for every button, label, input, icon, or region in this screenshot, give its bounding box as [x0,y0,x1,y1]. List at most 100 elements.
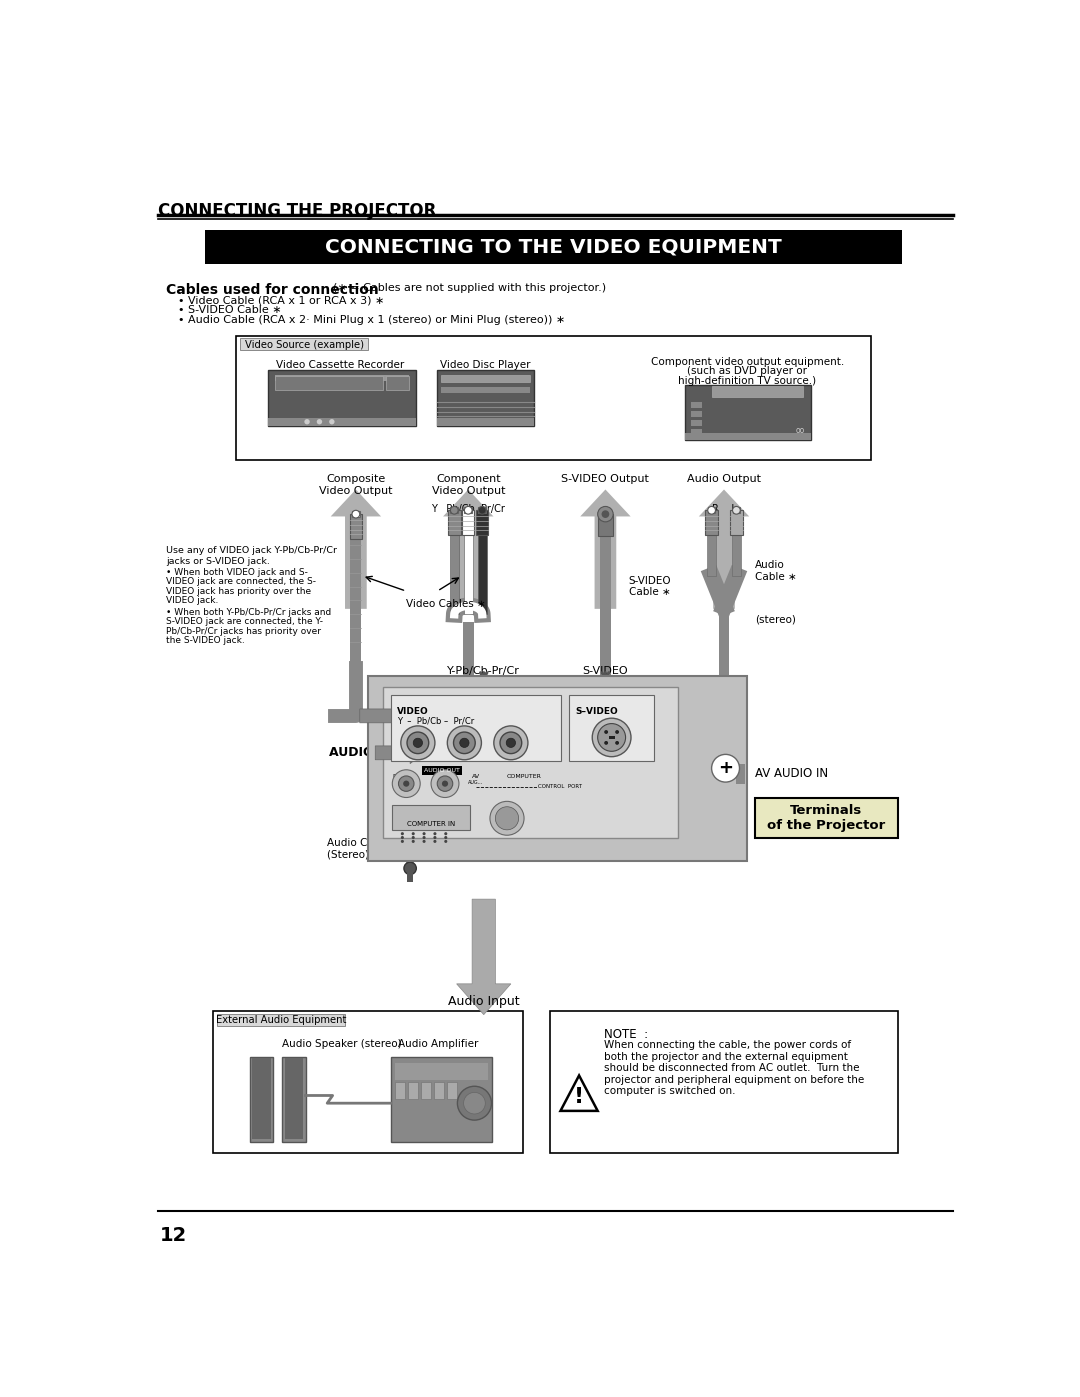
Bar [441,374,530,383]
Text: (∗ = Cables are not supplied with this projector.): (∗ = Cables are not supplied with this p… [333,284,606,293]
Circle shape [616,731,619,733]
Circle shape [433,840,436,842]
Text: Terminals
of the Projector: Terminals of the Projector [767,803,886,831]
Circle shape [732,507,740,514]
Text: AUDIO OUT: AUDIO OUT [424,768,460,773]
Circle shape [602,510,609,518]
Circle shape [478,507,486,514]
Bar [394,1083,405,1099]
Bar [705,510,718,535]
Bar [735,764,745,784]
Text: 12: 12 [160,1227,187,1245]
Circle shape [450,507,458,514]
Text: AV: AV [472,774,481,778]
Circle shape [305,419,310,425]
Circle shape [401,840,404,842]
Bar [350,514,362,539]
Text: Video Cassette Recorder: Video Cassette Recorder [276,360,405,370]
Bar [447,1083,458,1099]
Text: AUDIO OUT: AUDIO OUT [328,746,407,760]
Text: COMPUTER: COMPUTER [507,774,542,778]
Bar [569,696,654,760]
Text: COMPUTER IN: COMPUTER IN [407,820,455,827]
Circle shape [719,725,729,735]
Bar [217,1014,345,1027]
Bar [383,687,677,838]
Bar [463,534,473,615]
Polygon shape [443,489,494,609]
Bar [421,1083,431,1099]
Text: Pb/Cb-Pr/Cr jacks has priority over: Pb/Cb-Pr/Cr jacks has priority over [166,627,321,636]
Circle shape [490,802,524,835]
Circle shape [403,781,409,787]
Text: (such as DVD player or: (such as DVD player or [687,366,807,376]
Text: S–VIDEO: S–VIDEO [576,707,618,715]
Bar [464,507,472,513]
Circle shape [447,726,482,760]
Circle shape [616,740,619,745]
Bar [462,510,474,535]
Text: RESET: RESET [392,774,413,778]
Text: +: + [718,759,733,777]
Text: Audio Cable
(Stereo) ∗: Audio Cable (Stereo) ∗ [327,838,390,859]
Text: Use any of VIDEO jack Y-Pb/Cb-Pr/Cr
jacks or S-VIDEO jack.: Use any of VIDEO jack Y-Pb/Cb-Pr/Cr jack… [166,546,337,566]
Text: Video Disc Player: Video Disc Player [440,360,530,370]
Circle shape [444,833,447,835]
Circle shape [422,833,426,835]
Circle shape [604,740,608,745]
Polygon shape [699,489,750,609]
Circle shape [500,732,522,753]
Bar [597,514,613,535]
Bar [713,387,804,397]
Bar [707,507,715,513]
Text: When connecting the cable, the power cords of
both the projector and the externa: When connecting the cable, the power cor… [604,1039,864,1097]
Text: Audio
Cable ∗: Audio Cable ∗ [755,560,797,583]
Circle shape [422,835,426,840]
Bar [282,1058,306,1141]
Circle shape [433,835,436,840]
Circle shape [454,732,475,753]
Bar [408,1083,418,1099]
Bar [691,402,702,408]
Bar [730,510,743,535]
Bar [249,1058,273,1141]
FancyArrow shape [375,742,424,764]
Bar [437,418,535,426]
Circle shape [597,724,625,752]
Bar [252,1058,271,1140]
Circle shape [444,835,447,840]
Bar [707,534,716,576]
Circle shape [460,738,469,747]
Text: AUG...: AUG... [469,780,484,785]
Text: • When both Y-Pb/Cb-Pr/Cr jacks and: • When both Y-Pb/Cb-Pr/Cr jacks and [166,608,332,617]
Bar [391,696,562,760]
Bar [450,507,458,513]
Text: Y  –  Pb/Cb –  Pr/Cr: Y – Pb/Cb – Pr/Cr [397,717,474,725]
Bar [600,535,611,707]
Circle shape [352,510,360,518]
Circle shape [422,840,426,842]
Bar [213,1011,523,1154]
Text: Audio Output: Audio Output [687,474,761,485]
Text: VIDEO: VIDEO [397,707,429,715]
Text: Y-Pb/Cb-Pr/Cr: Y-Pb/Cb-Pr/Cr [447,666,521,676]
Text: • When both VIDEO jack and S-: • When both VIDEO jack and S- [166,569,308,577]
Text: high-definition TV source.): high-definition TV source.) [678,376,816,386]
Text: (stereo): (stereo) [755,615,796,624]
Bar [721,729,727,739]
Text: Y   Pb/Cb  Pr/Cr: Y Pb/Cb Pr/Cr [431,504,505,514]
Circle shape [404,862,416,875]
Circle shape [392,770,420,798]
Text: R    L: R L [712,504,737,514]
Text: CONNECTING THE PROJECTOR: CONNECTING THE PROJECTOR [159,203,436,221]
Circle shape [399,775,414,791]
Bar [241,338,368,351]
Bar [284,1058,303,1140]
Bar [732,507,740,513]
Text: • Video Cable (RCA x 1 or RCA x 3) ∗: • Video Cable (RCA x 1 or RCA x 3) ∗ [177,295,384,306]
Circle shape [463,1092,485,1113]
Circle shape [401,726,435,760]
Text: • S-VIDEO Cable ∗: • S-VIDEO Cable ∗ [177,306,281,316]
Bar [367,676,747,861]
Bar [434,1083,444,1099]
